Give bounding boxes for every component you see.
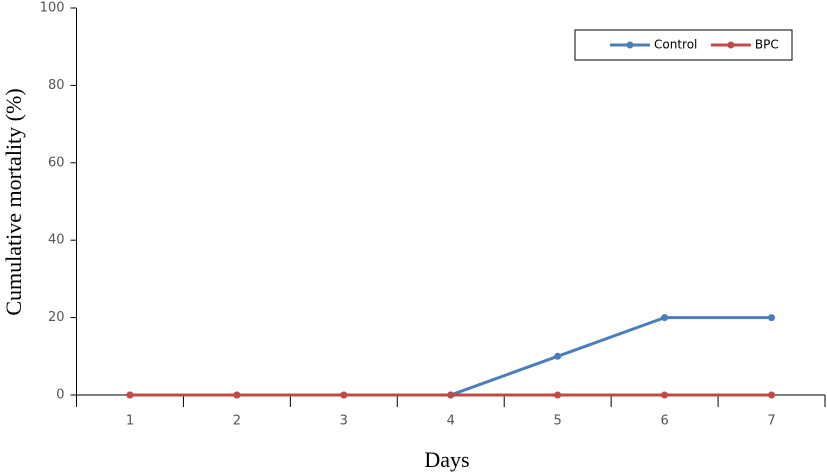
data-point: [661, 391, 669, 399]
x-tick-label: 6: [660, 414, 668, 429]
y-tick-label: 40: [48, 233, 65, 248]
y-tick-label: 80: [48, 78, 65, 93]
x-tick-label: 3: [340, 414, 348, 429]
y-tick-label: 20: [48, 310, 65, 325]
x-tick-label: 7: [767, 414, 775, 429]
data-point: [126, 391, 134, 399]
y-tick-label: 60: [48, 155, 65, 170]
x-tick-label: 4: [447, 414, 455, 429]
data-point: [661, 314, 669, 322]
data-point: [233, 391, 241, 399]
series-line: [129, 316, 772, 397]
legend-label: Control: [654, 38, 697, 52]
data-point: [768, 314, 776, 322]
data-point: [340, 391, 348, 399]
y-axis-title: Cumulative mortality (%): [1, 88, 26, 315]
data-point: [768, 391, 776, 399]
x-tick-label: 1: [126, 414, 134, 429]
legend-label: BPC: [755, 38, 779, 52]
data-point: [554, 391, 562, 399]
x-axis-title: Days: [424, 447, 469, 472]
x-tick-label: 5: [554, 414, 562, 429]
y-tick-label: 0: [56, 388, 64, 403]
x-tick-label: 2: [233, 414, 241, 429]
data-point: [554, 352, 562, 360]
legend-marker: [626, 41, 634, 49]
legend-marker: [727, 41, 735, 49]
data-point: [447, 391, 455, 399]
y-tick-label: 100: [40, 1, 65, 16]
